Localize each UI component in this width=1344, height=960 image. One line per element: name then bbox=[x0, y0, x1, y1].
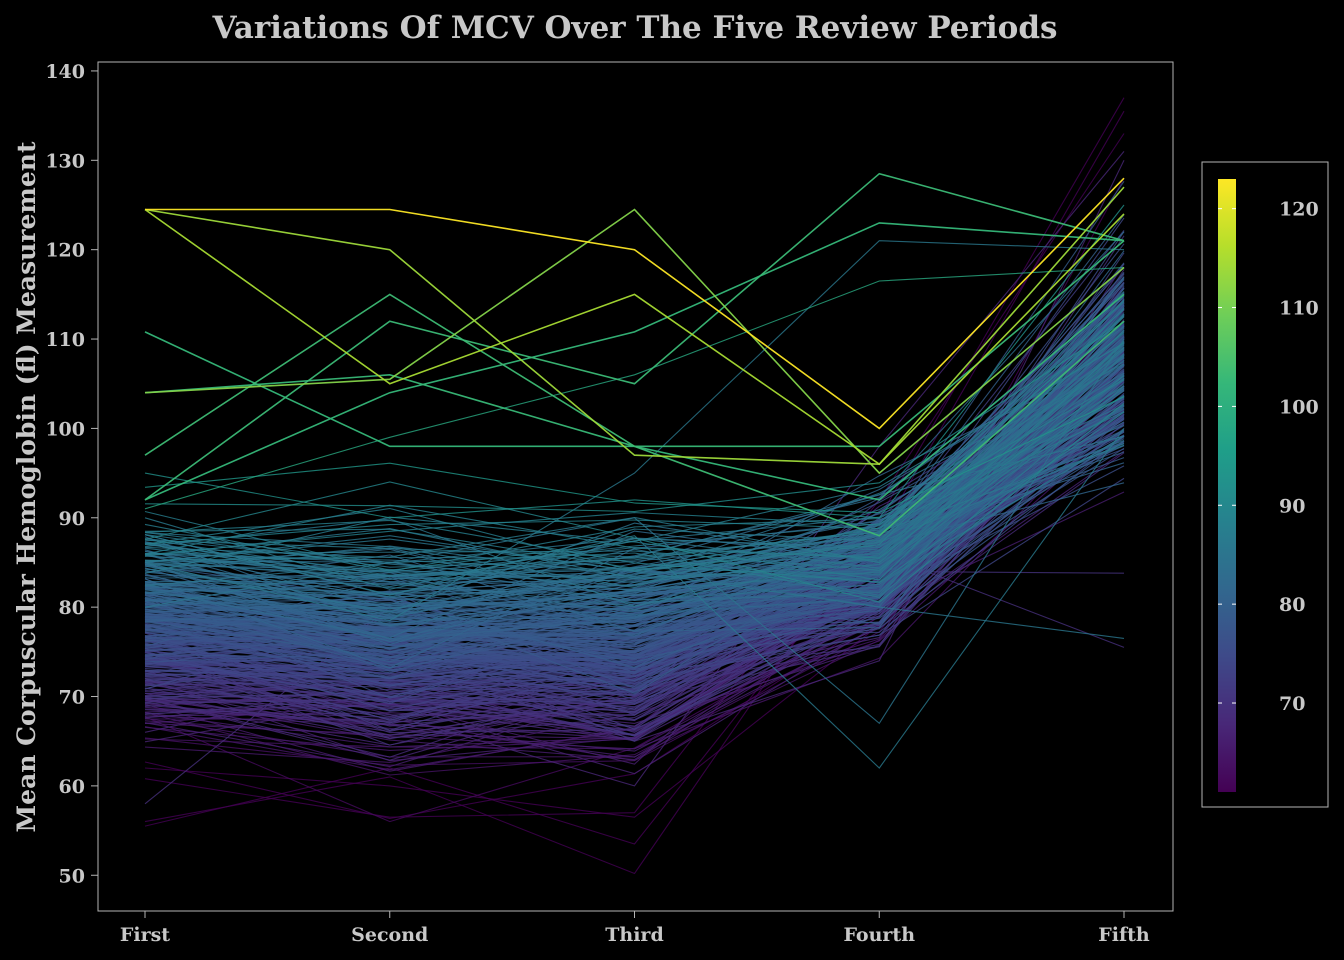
series-line bbox=[144, 208, 1125, 475]
series-line bbox=[144, 375, 1125, 612]
y-tick-label: 130 bbox=[45, 150, 85, 172]
series-line bbox=[144, 375, 1125, 559]
series-line bbox=[144, 344, 1125, 598]
series-line bbox=[144, 293, 1125, 537]
series-line bbox=[144, 110, 1125, 845]
y-axis: 50 60 70 80 90 100 110 120 130 140 bbox=[45, 61, 99, 911]
y-tick-label: 50 bbox=[59, 865, 85, 887]
legend-tick-label: 120 bbox=[1279, 199, 1319, 221]
y-tick-label: 100 bbox=[45, 418, 85, 440]
series-line bbox=[144, 378, 1125, 671]
series-line bbox=[144, 482, 1125, 607]
chart-title: Variations Of MCV Over The Five Review P… bbox=[212, 10, 1058, 46]
series-line bbox=[144, 440, 1125, 659]
y-tick-label: 140 bbox=[45, 61, 85, 83]
series-line bbox=[144, 301, 1125, 568]
series-line bbox=[144, 208, 1125, 466]
x-tick-label: Third bbox=[605, 924, 663, 946]
series-line bbox=[144, 353, 1125, 604]
colorbar bbox=[1218, 179, 1236, 792]
series-line bbox=[144, 421, 1125, 639]
series-line bbox=[144, 387, 1125, 580]
series-line bbox=[144, 204, 1125, 519]
x-tick-label: Fifth bbox=[1098, 924, 1150, 946]
legend-tick-label: 80 bbox=[1279, 594, 1305, 616]
series-line bbox=[144, 444, 1125, 559]
series-line bbox=[145, 177, 1125, 430]
plot-area bbox=[97, 61, 1174, 912]
series-line bbox=[144, 347, 1125, 564]
series-line bbox=[144, 231, 1125, 595]
series-line bbox=[144, 392, 1125, 678]
series-line bbox=[144, 321, 1125, 513]
series-line bbox=[144, 172, 1125, 501]
legend-tick-label: 110 bbox=[1279, 298, 1319, 320]
x-axis: First Second Third Fourth Fifth bbox=[98, 910, 1173, 946]
series-line bbox=[144, 396, 1125, 514]
series-line bbox=[144, 315, 1125, 545]
y-tick-label: 60 bbox=[59, 776, 85, 798]
y-tick-label: 90 bbox=[59, 508, 85, 530]
x-tick-label: Fourth bbox=[843, 924, 915, 946]
series-line bbox=[144, 222, 1125, 501]
legend-tick-label: 90 bbox=[1279, 495, 1305, 517]
series-line bbox=[144, 402, 1125, 603]
color-legend: 70 80 90 100 110 120 bbox=[1201, 161, 1329, 808]
series-line bbox=[144, 266, 1125, 510]
series-line bbox=[144, 186, 1125, 466]
series-line bbox=[144, 291, 1125, 558]
series-line bbox=[144, 428, 1125, 769]
series-line bbox=[144, 411, 1125, 583]
series-line bbox=[144, 240, 1125, 622]
y-axis-label: Mean Corpuscular Hemoglobin (fl) Measure… bbox=[12, 141, 41, 832]
x-tick-label: First bbox=[120, 924, 170, 946]
series-line bbox=[144, 411, 1125, 570]
series-line bbox=[144, 346, 1125, 617]
y-tick-label: 70 bbox=[59, 687, 85, 709]
legend-tick-label: 100 bbox=[1279, 396, 1319, 418]
series-line bbox=[144, 363, 1125, 598]
series-line bbox=[144, 379, 1125, 572]
legend-tick-label: 70 bbox=[1279, 693, 1305, 715]
y-tick-label: 120 bbox=[45, 240, 85, 262]
series-line bbox=[144, 342, 1125, 571]
series-line bbox=[144, 385, 1125, 598]
y-tick-label: 80 bbox=[59, 597, 85, 619]
series-line bbox=[144, 355, 1125, 607]
series-line bbox=[144, 331, 1125, 556]
x-tick-label: Second bbox=[351, 924, 428, 946]
y-tick-label: 110 bbox=[45, 329, 85, 351]
series-line bbox=[144, 300, 1125, 573]
